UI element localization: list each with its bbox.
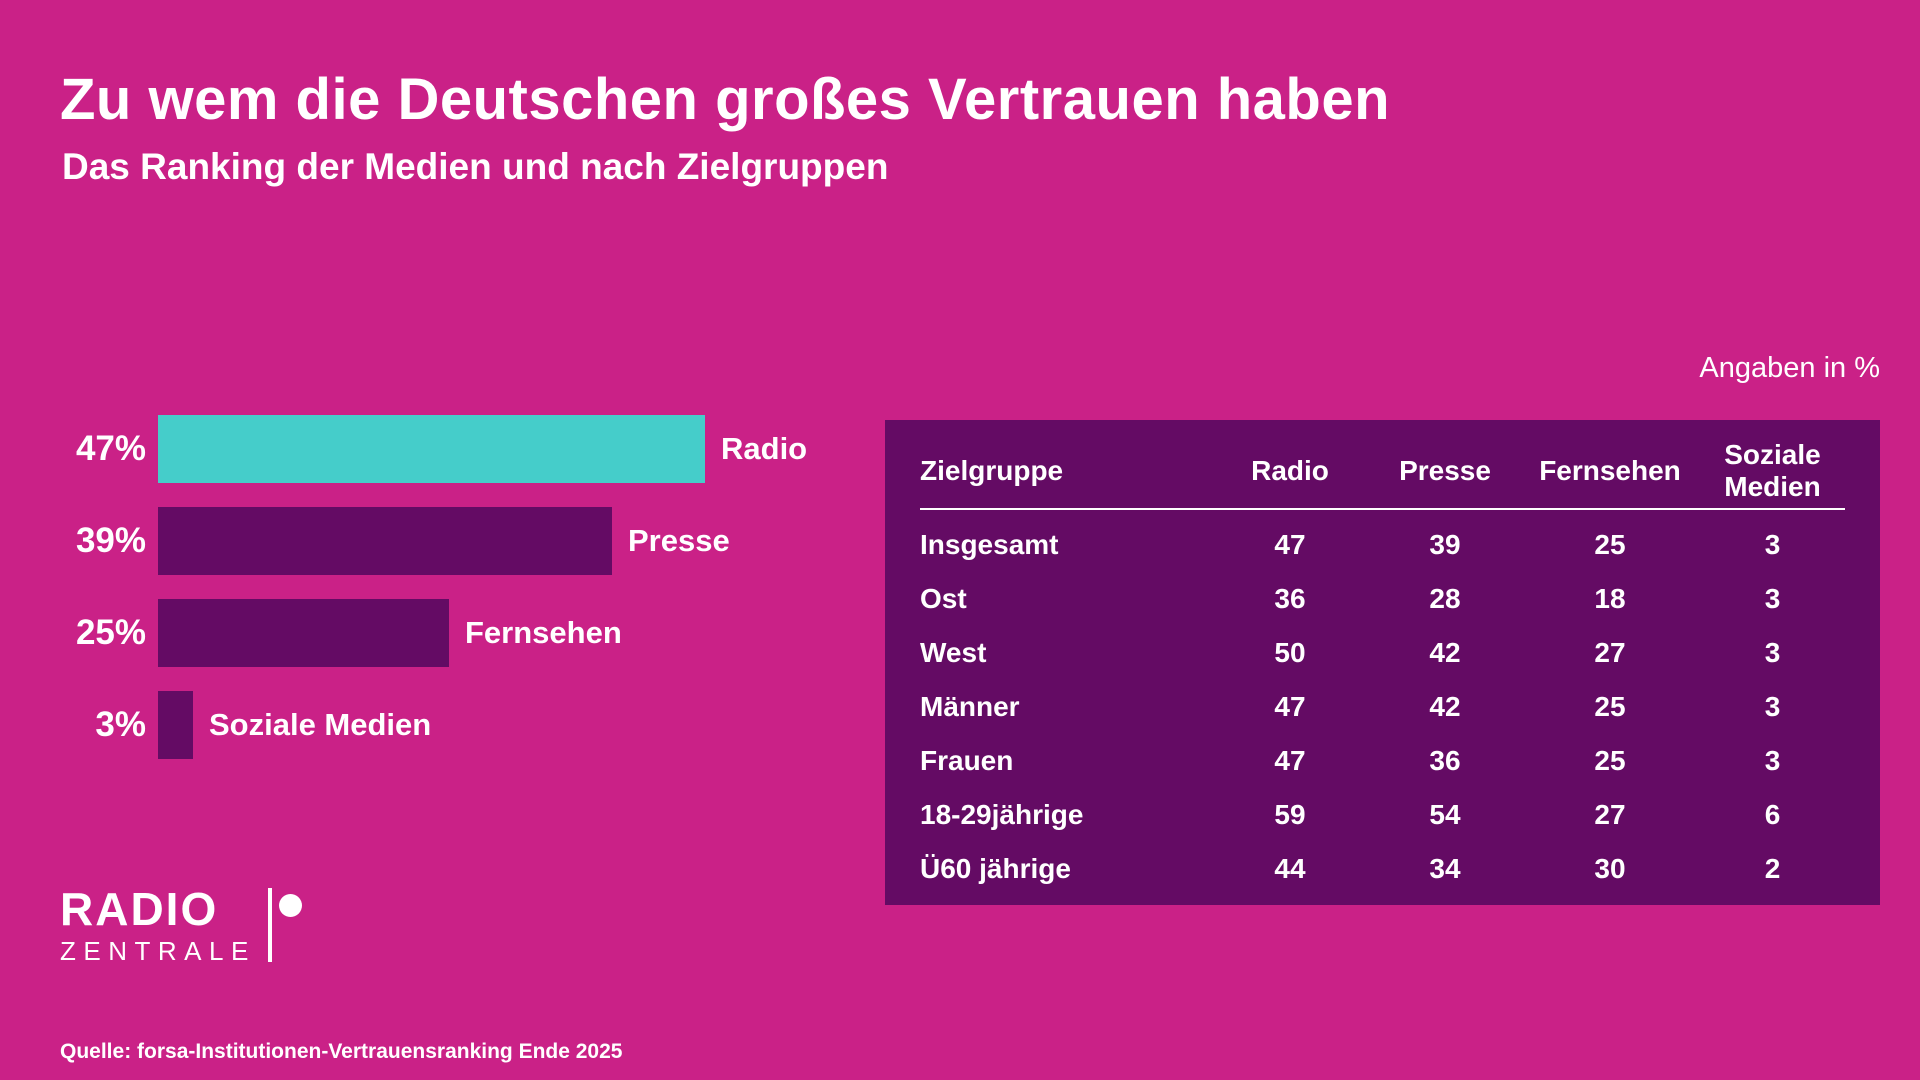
bar-category-label: Soziale Medien [209,707,432,742]
bar-value-label: 25% [75,613,146,652]
bar [158,599,449,667]
table-cell-presse: 42 [1429,691,1461,722]
bar-value-label: 47% [75,429,146,468]
table-cell-presse: 39 [1429,529,1461,560]
table-row: Frauen 47 36 25 3 [920,734,1845,788]
table-cell-soziale-medien: 3 [1764,636,1781,668]
table-row: Insgesamt 47 39 25 3 [920,518,1845,572]
table-cell-zielgruppe: Insgesamt [920,529,1059,560]
logo-line1: RADIO [60,883,219,935]
unit-note: Angaben in % [1699,352,1880,384]
table-body: Insgesamt 47 39 25 3 Ost 36 28 18 3 West… [920,518,1845,896]
bar [158,507,612,575]
table-cell-zielgruppe: Ost [920,583,967,614]
table-cell-zielgruppe: Frauen [920,745,1014,776]
table-header-cell: Zielgruppe [920,455,1064,486]
table-cell-fernsehen: 27 [1594,799,1626,830]
table-cell-presse: 54 [1429,799,1461,830]
table-cell-soziale-medien: 3 [1764,528,1781,560]
bar-chart-row: 3% Soziale Medien [0,691,880,759]
table-cell-radio: 59 [1274,799,1306,830]
table-header-row: Zielgruppe Radio Presse Fernsehen Soziale Me… [920,434,1845,510]
table-cell-fernsehen: 30 [1594,853,1626,884]
page-subtitle: Das Ranking der Medien und nach Zielgrup… [62,146,889,187]
table-cell-zielgruppe: West [920,637,987,668]
table-cell-radio: 50 [1274,637,1306,668]
table-cell-zielgruppe: Ü60 jährige [920,853,1071,884]
logo-text: RADIO ZENTRALE [60,886,256,967]
table-row: Ost 36 28 18 3 [920,572,1845,626]
table-cell-soziale-medien: 3 [1764,690,1781,722]
bar-category-label: Presse [628,523,730,558]
table-cell-soziale-medien: 3 [1764,744,1781,776]
table-cell-fernsehen: 25 [1594,691,1626,722]
table-cell-presse: 34 [1429,853,1461,884]
table-cell-soziale-medien: 6 [1764,798,1781,830]
table-cell-zielgruppe: Männer [920,691,1020,722]
table-cell-presse: 42 [1429,637,1461,668]
table-cell-radio: 47 [1274,691,1306,722]
table-cell-fernsehen: 25 [1594,529,1626,560]
table-row: Männer 47 42 25 3 [920,680,1845,734]
bar-category-label: Radio [721,431,808,466]
source-note: Quelle: forsa-Institutionen-Vertrauensra… [60,1040,623,1063]
table-row: Ü60 jährige 44 34 30 2 [920,842,1845,896]
table-cell-presse: 28 [1429,583,1461,614]
table-cell-radio: 36 [1274,583,1306,614]
table-cell-radio: 47 [1274,745,1306,776]
table-cell-radio: 47 [1274,529,1306,560]
logo-line2: ZENTRALE [60,936,256,966]
bar-chart-row: 39% Presse [0,507,880,575]
table-cell-fernsehen: 25 [1594,745,1626,776]
table-header-cell: Soziale Medien [1724,438,1821,502]
bar-chart: 47% Radio 39% Presse 25% Fernsehen 3% So… [0,415,880,783]
table-cell-radio: 44 [1274,853,1306,884]
bar [158,415,705,483]
bar-chart-row: 47% Radio [0,415,880,483]
table-cell-soziale-medien: 2 [1764,852,1781,884]
table-row: 18-29jährige 59 54 27 6 [920,788,1845,842]
bar-value-label: 3% [95,705,146,744]
target-groups-table: Zielgruppe Radio Presse Fernsehen Soziale Me… [885,420,1880,905]
table-header-cell: Presse [1399,455,1491,486]
page-title: Zu wem die Deutschen großes Vertrauen ha… [60,67,1391,132]
radiozentrale-logo: RADIO ZENTRALE [60,886,302,967]
table-cell-soziale-medien: 3 [1764,582,1781,614]
bar-chart-row: 25% Fernsehen [0,599,880,667]
table-cell-presse: 36 [1429,745,1461,776]
table-cell-fernsehen: 27 [1594,637,1626,668]
table-header-cell: Radio [1251,455,1329,486]
table-cell-fernsehen: 18 [1594,583,1626,614]
bar-value-label: 39% [75,521,146,560]
table-row: West 50 42 27 3 [920,626,1845,680]
table-header-cell: Fernsehen [1539,455,1681,486]
logo-divider-bar [267,888,272,962]
table-cell-zielgruppe: 18-29jährige [920,799,1084,830]
bar [158,691,193,759]
logo-dot-icon [278,894,302,917]
bar-category-label: Fernsehen [465,615,622,650]
